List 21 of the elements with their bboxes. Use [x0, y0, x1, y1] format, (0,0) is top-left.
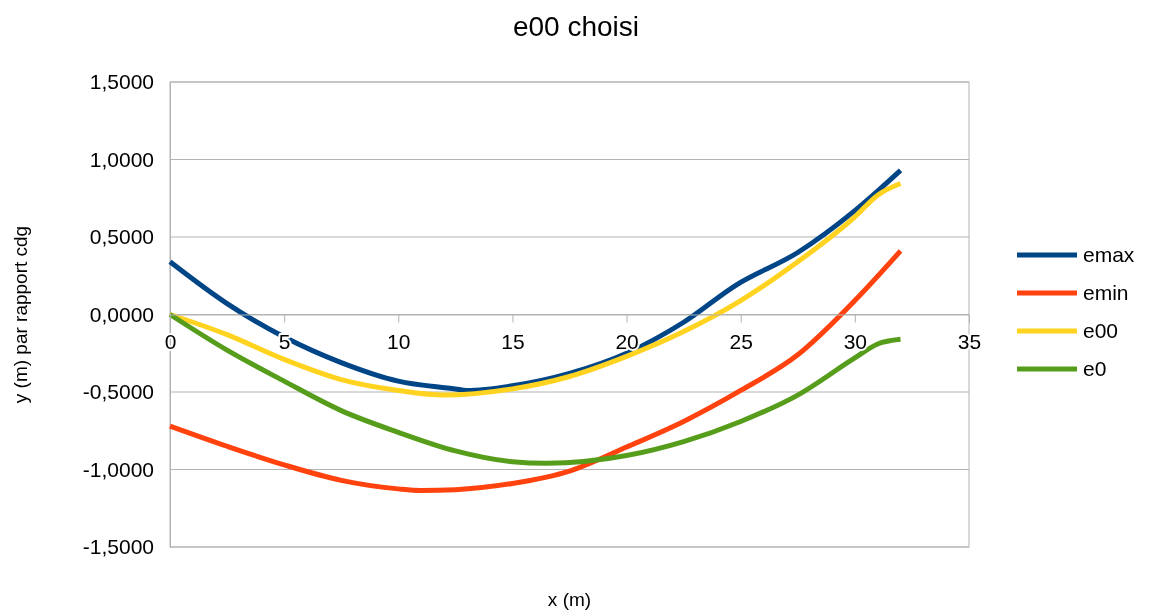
x-tick-label: 20	[615, 330, 639, 354]
y-tick-label: 1,5000	[89, 70, 154, 94]
x-axis-title: x (m)	[547, 589, 592, 610]
x-tick-label: 15	[501, 330, 525, 354]
x-tick-label: 0	[164, 330, 177, 354]
legend-label: e0	[1083, 357, 1107, 380]
y-tick-label: -1,5000	[82, 535, 154, 559]
x-tick-label: 30	[843, 330, 868, 354]
y-tick-label: 0,5000	[89, 225, 154, 249]
x-tick-label: 10	[387, 330, 411, 354]
x-tick-label: 25	[729, 330, 753, 354]
y-tick-label: 0,0000	[89, 302, 154, 326]
y-tick-label: -1,0000	[82, 457, 154, 481]
y-axis-title: y (m) par rapport cdg	[10, 225, 31, 404]
x-tick-label: 35	[957, 330, 982, 354]
y-tick-label: 1,0000	[89, 147, 154, 171]
legend-label: emin	[1083, 281, 1129, 304]
y-tick-label: -0,5000	[82, 380, 154, 404]
chart-title: e00 choisi	[512, 11, 640, 42]
legend-label: emax	[1083, 243, 1135, 266]
legend-label: e00	[1083, 319, 1119, 342]
